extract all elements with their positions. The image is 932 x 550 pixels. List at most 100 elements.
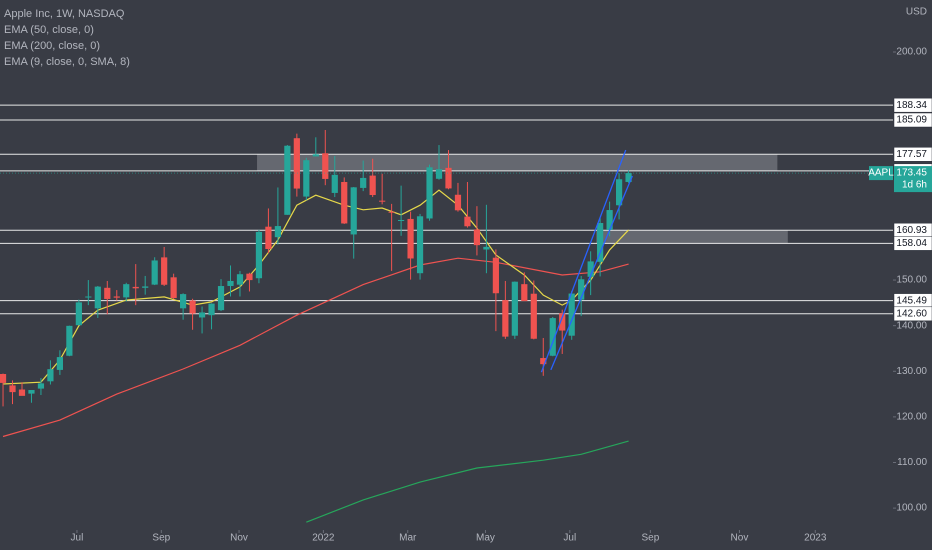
level-label: 188.34 — [896, 100, 927, 111]
candle-body — [322, 153, 329, 179]
candle-body — [85, 296, 92, 298]
candle-body — [312, 154, 319, 157]
level-label: 158.04 — [896, 238, 927, 249]
candle-body — [274, 226, 281, 238]
candle-body — [587, 261, 594, 277]
currency-label: USD — [906, 7, 927, 18]
candle-body — [180, 294, 187, 309]
candle-body — [113, 296, 120, 298]
candle-body — [265, 226, 272, 249]
candle-body — [208, 303, 215, 316]
y-tick-label: 140.00 — [896, 320, 927, 331]
y-tick-label: 130.00 — [896, 366, 927, 377]
candle-body — [388, 211, 395, 213]
candle-body — [18, 389, 26, 396]
candle-body — [578, 279, 585, 300]
y-tick-label: 110.00 — [897, 457, 927, 468]
candle-body — [568, 293, 575, 336]
candle-body — [9, 385, 16, 393]
candle-body — [416, 216, 424, 274]
price-zone — [596, 230, 788, 244]
level-label-box — [893, 147, 932, 162]
x-tick-label: May — [476, 533, 495, 544]
x-tick-label: Jul — [71, 533, 84, 544]
chart-title: Apple Inc, 1W, NASDAQ — [4, 8, 125, 20]
candle-body — [170, 277, 177, 299]
candle-body — [236, 274, 244, 285]
candle-body — [483, 246, 490, 250]
candle-body — [161, 257, 168, 285]
candle-body — [615, 179, 623, 206]
symbol-label: AAPL — [868, 168, 894, 179]
symbol-box — [869, 166, 893, 181]
plot-area — [0, 104, 893, 523]
level-label-box — [893, 306, 932, 322]
candle-body — [293, 138, 300, 189]
level-label: 185.09 — [896, 115, 927, 126]
candle-body — [132, 286, 139, 289]
y-tick-label: 200.00 — [896, 47, 927, 58]
candle-body — [47, 369, 54, 382]
level-label-box — [893, 97, 932, 113]
candle-body — [303, 160, 310, 197]
candle-body — [445, 167, 452, 189]
legend-entry: EMA (9, close, 0, SMA, 8) — [4, 56, 130, 68]
candle-body — [559, 313, 566, 331]
candle-body — [350, 187, 357, 235]
candle-body — [227, 280, 234, 286]
candle-body — [464, 216, 471, 227]
candle-body — [331, 174, 338, 193]
ema-line — [2, 257, 629, 438]
candle-body — [625, 173, 632, 182]
candle-body — [189, 300, 196, 314]
candle-body — [104, 287, 111, 299]
candle-body — [492, 257, 499, 294]
candle-body — [426, 167, 433, 219]
candle-body — [521, 284, 528, 302]
y-tick-label: 150.00 — [896, 275, 927, 286]
trend-line — [540, 149, 627, 373]
candle-body — [75, 302, 82, 326]
x-tick-label: Nov — [230, 533, 248, 544]
legend-entry: EMA (200, close, 0) — [4, 40, 100, 52]
x-tick-label: Sep — [152, 533, 170, 544]
x-tick-label: 2023 — [804, 533, 827, 544]
y-tick-label: 120.00 — [896, 412, 927, 423]
candle-body — [379, 200, 386, 202]
candle-body — [511, 281, 518, 336]
candle-body — [123, 284, 130, 298]
candle-body — [435, 169, 443, 179]
candle-body — [369, 175, 376, 196]
x-tick-label: Sep — [641, 533, 659, 544]
x-tick-label: Mar — [399, 533, 417, 544]
level-label: 177.57 — [896, 149, 927, 160]
candle-body — [454, 194, 462, 211]
x-tick-label: Nov — [731, 533, 749, 544]
level-label-box — [893, 112, 932, 128]
legend-entry: EMA (50, close, 0) — [4, 24, 94, 36]
candle-body — [246, 273, 253, 281]
candle-body — [28, 390, 35, 394]
candle-body — [398, 219, 405, 221]
candle-body — [0, 374, 7, 383]
candle-body — [360, 177, 367, 188]
candle-body — [407, 218, 414, 259]
candle-body — [255, 231, 263, 279]
last-price-box — [894, 166, 932, 193]
last-price-label: 173.45 — [896, 168, 927, 179]
countdown-label: 1d 6h — [902, 180, 927, 191]
candle-body — [341, 181, 348, 224]
candle-body — [66, 325, 73, 356]
candle-body — [151, 260, 158, 285]
candle-body — [217, 286, 225, 311]
candle-body — [37, 383, 45, 389]
trend-line — [550, 175, 633, 371]
candle-body — [606, 210, 613, 230]
ema-line — [306, 440, 629, 523]
level-label: 142.60 — [896, 308, 927, 319]
candle-body — [502, 300, 509, 337]
y-tick-label: 100.00 — [896, 503, 927, 514]
level-label-box — [893, 236, 932, 251]
